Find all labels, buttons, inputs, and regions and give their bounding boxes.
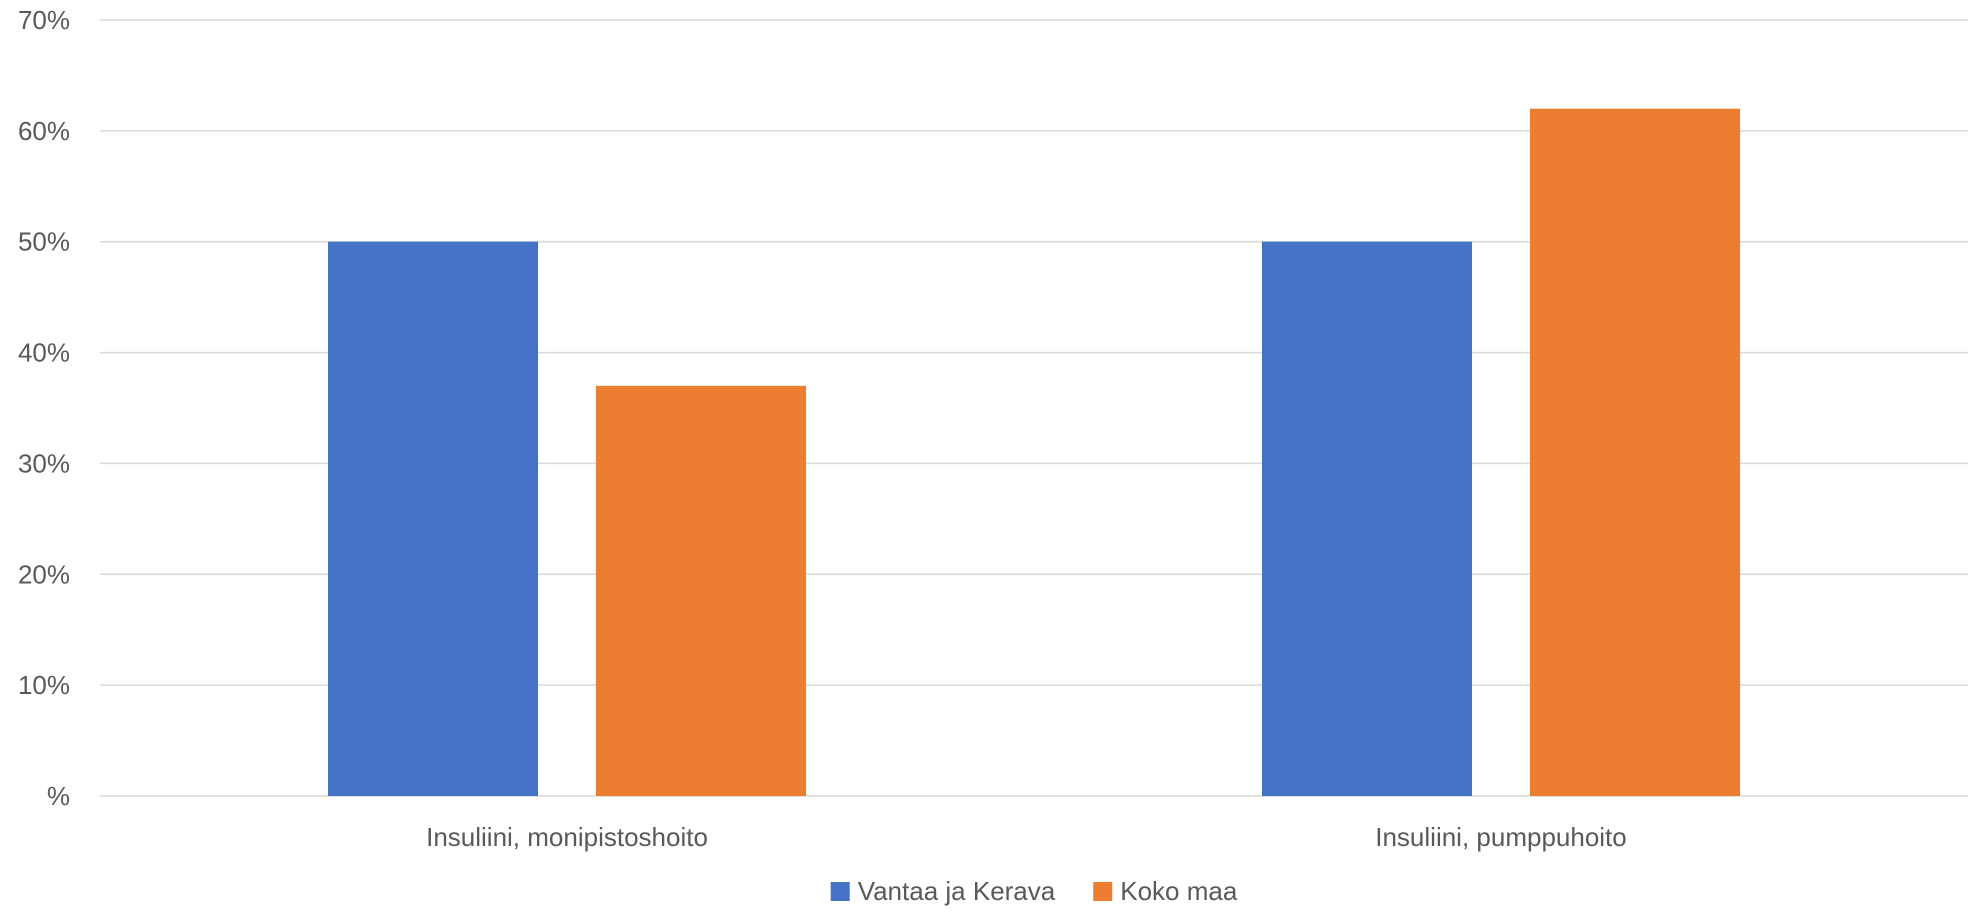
y-tick-label: 40% (18, 338, 70, 368)
x-category-label: Insuliini, pumppuhoito (1375, 822, 1627, 852)
y-tick-label: 50% (18, 227, 70, 257)
legend-label: Vantaa ja Kerava (858, 876, 1056, 906)
legend-swatch (830, 882, 850, 901)
legend-label: Koko maa (1120, 876, 1238, 906)
bar (596, 385, 806, 796)
x-axis-labels: Insuliini, monipistoshoito Insuliini, pum… (426, 822, 1627, 852)
y-tick-label: 10% (18, 670, 70, 700)
y-tick-label: 20% (18, 559, 70, 589)
y-tick-label: 30% (18, 448, 70, 478)
bar (328, 241, 538, 796)
x-category-label: Insuliini, monipistoshoito (426, 822, 708, 852)
y-tick-label: 60% (18, 116, 70, 146)
bar (1530, 108, 1740, 796)
legend-swatch (1093, 882, 1113, 901)
legend: Vantaa ja Kerava Koko maa (830, 876, 1238, 906)
y-tick-label: % (47, 781, 70, 811)
y-axis-ticks: % 10% 20% 30% 40% 50% 60% 70% (18, 5, 70, 811)
bar (1262, 241, 1472, 796)
y-tick-label: 70% (18, 5, 70, 35)
bars (328, 108, 1740, 796)
